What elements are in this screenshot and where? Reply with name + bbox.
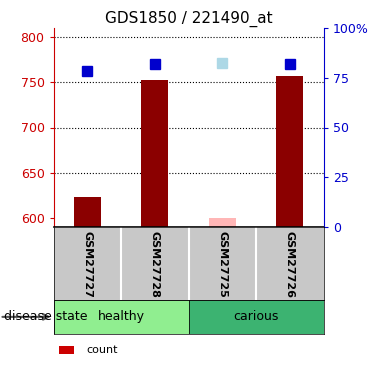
Bar (189, 300, 324, 334)
Text: GSM27725: GSM27725 (218, 231, 228, 297)
Text: healthy: healthy (98, 310, 145, 323)
Text: GSM27728: GSM27728 (150, 231, 160, 297)
Text: carious: carious (233, 310, 279, 323)
Bar (74, 197, 101, 227)
Text: GSM27727: GSM27727 (83, 231, 92, 297)
Bar (54, 300, 189, 334)
Bar (276, 76, 303, 227)
Text: disease state: disease state (4, 310, 87, 323)
Bar (59, 346, 74, 354)
Title: GDS1850 / 221490_at: GDS1850 / 221490_at (105, 10, 273, 27)
Text: count: count (86, 345, 118, 355)
Bar (209, 218, 236, 227)
Text: GSM27726: GSM27726 (285, 231, 295, 297)
Bar (141, 80, 168, 227)
